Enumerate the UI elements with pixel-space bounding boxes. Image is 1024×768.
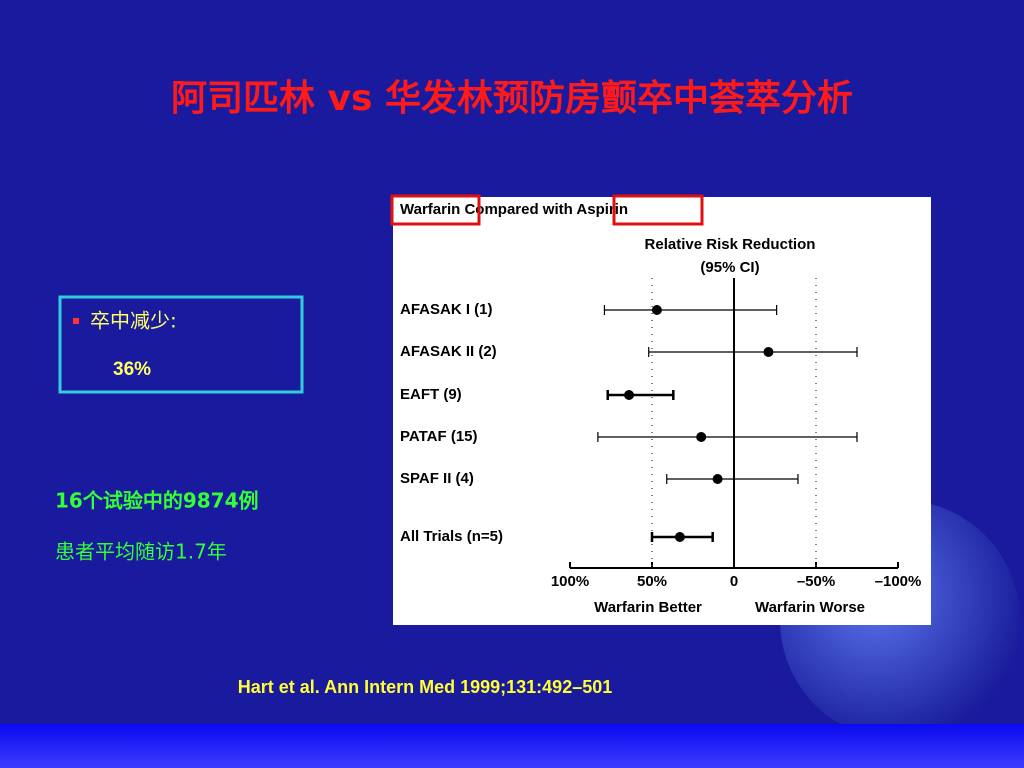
highlight-box [390,194,481,226]
x-tick-label: –100% [875,573,922,590]
note: 患者平均随访1.7年 [55,540,227,564]
point-estimate [712,474,723,484]
row-label: AFASAK II (2) [400,343,497,360]
x-tick-label: 0 [730,573,738,590]
chart-title: Warfarin Compared with Aspirin [400,201,628,218]
point-estimate [651,305,662,315]
x-label: Warfarin Worse [755,599,865,616]
point-estimate [696,432,707,442]
x-tick-label: 50% [637,573,667,590]
chart-panel [393,197,931,625]
row-label: SPAF II (4) [400,470,474,487]
summary-value: 36% [113,359,151,380]
footer-bar [0,724,1024,768]
row-label: EAFT (9) [400,386,462,403]
point-estimate [624,390,635,400]
axis-title: Relative Risk Reduction [645,236,816,253]
point-estimate [763,347,774,357]
note: 16个试验中的9874例 [55,489,259,513]
bullet-icon [73,318,79,324]
axis-title: (95% CI) [700,259,759,276]
x-tick-label: –50% [797,573,835,590]
summary-bullet: 卒中减少: [90,309,177,333]
row-label: AFASAK I (1) [400,301,493,318]
summary-box [58,295,304,394]
point-estimate [674,532,685,542]
highlight-box [612,194,704,226]
x-tick-label: 100% [551,573,589,590]
row-label: PATAF (15) [400,428,478,445]
slide-title: 阿司匹林 vs 华发林预防房颤卒中荟萃分析 [171,78,853,119]
row-label: All Trials (n=5) [400,528,503,545]
x-label: Warfarin Better [594,599,702,616]
citation: Hart et al. Ann Intern Med 1999;131:492–… [238,677,613,697]
